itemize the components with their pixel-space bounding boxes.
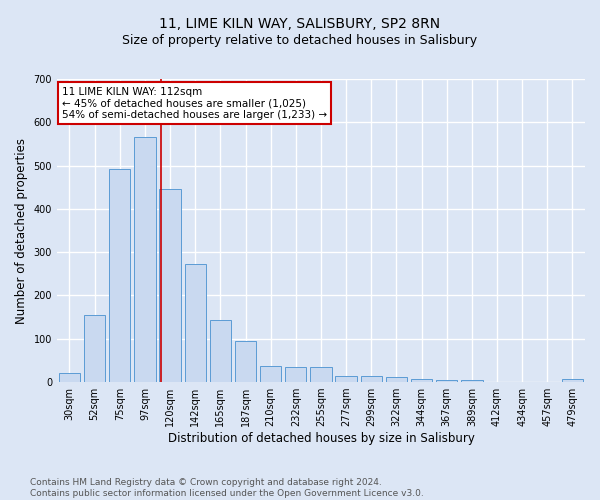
Bar xyxy=(361,376,382,382)
Bar xyxy=(562,380,583,382)
X-axis label: Distribution of detached houses by size in Salisbury: Distribution of detached houses by size … xyxy=(167,432,475,445)
Bar xyxy=(84,315,106,382)
Bar xyxy=(260,366,281,382)
Text: Size of property relative to detached houses in Salisbury: Size of property relative to detached ho… xyxy=(122,34,478,47)
Bar xyxy=(461,380,482,382)
Text: 11 LIME KILN WAY: 112sqm
← 45% of detached houses are smaller (1,025)
54% of sem: 11 LIME KILN WAY: 112sqm ← 45% of detach… xyxy=(62,86,328,120)
Text: 11, LIME KILN WAY, SALISBURY, SP2 8RN: 11, LIME KILN WAY, SALISBURY, SP2 8RN xyxy=(160,18,440,32)
Bar xyxy=(310,368,332,382)
Bar xyxy=(185,264,206,382)
Bar xyxy=(285,367,307,382)
Bar xyxy=(436,380,457,382)
Bar xyxy=(411,379,432,382)
Y-axis label: Number of detached properties: Number of detached properties xyxy=(15,138,28,324)
Bar xyxy=(109,169,130,382)
Bar xyxy=(209,320,231,382)
Bar xyxy=(59,372,80,382)
Bar xyxy=(160,188,181,382)
Bar xyxy=(386,377,407,382)
Bar xyxy=(235,340,256,382)
Bar xyxy=(335,376,357,382)
Bar xyxy=(134,136,155,382)
Text: Contains HM Land Registry data © Crown copyright and database right 2024.
Contai: Contains HM Land Registry data © Crown c… xyxy=(30,478,424,498)
